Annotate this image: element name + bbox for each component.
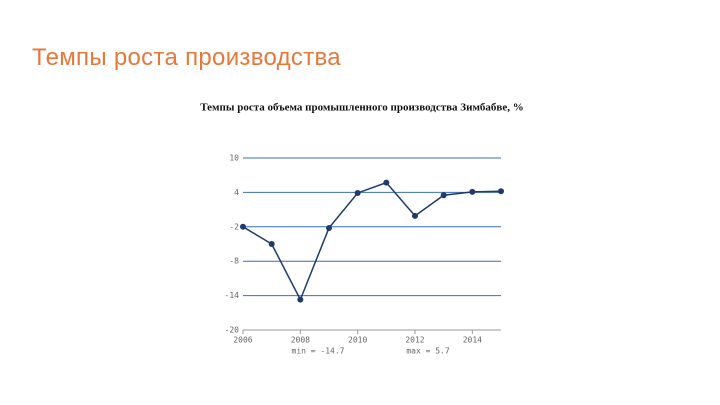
x-tick-label: 2006 — [233, 336, 252, 345]
x-tick-label: 2008 — [291, 336, 310, 345]
series-line — [242, 181, 502, 302]
x-tick-label: 2014 — [463, 336, 482, 345]
point — [440, 192, 447, 199]
chart-title: Темпы роста объема промышленного произво… — [200, 102, 524, 114]
point — [498, 188, 504, 195]
point — [469, 188, 476, 195]
point — [268, 241, 275, 247]
y-tick-label: -2 — [229, 222, 239, 231]
point — [383, 179, 390, 186]
slide-title: Темпы роста производства — [32, 44, 341, 71]
point — [412, 212, 418, 219]
y-tick-label: -14 — [225, 291, 240, 300]
point — [240, 223, 246, 230]
point — [297, 296, 304, 303]
point — [354, 189, 361, 196]
y-tick-label: -8 — [229, 257, 239, 266]
x-tick-label: 2012 — [405, 336, 424, 345]
x-tick-label: 2010 — [348, 336, 367, 345]
y-tick-label: 10 — [229, 154, 239, 163]
annotation: max = 5.7 — [406, 347, 450, 356]
y-tick-label: -20 — [225, 326, 240, 335]
annotation: min = -14.7 — [292, 347, 345, 356]
y-tick-label: 4 — [234, 188, 239, 197]
point — [326, 224, 332, 231]
